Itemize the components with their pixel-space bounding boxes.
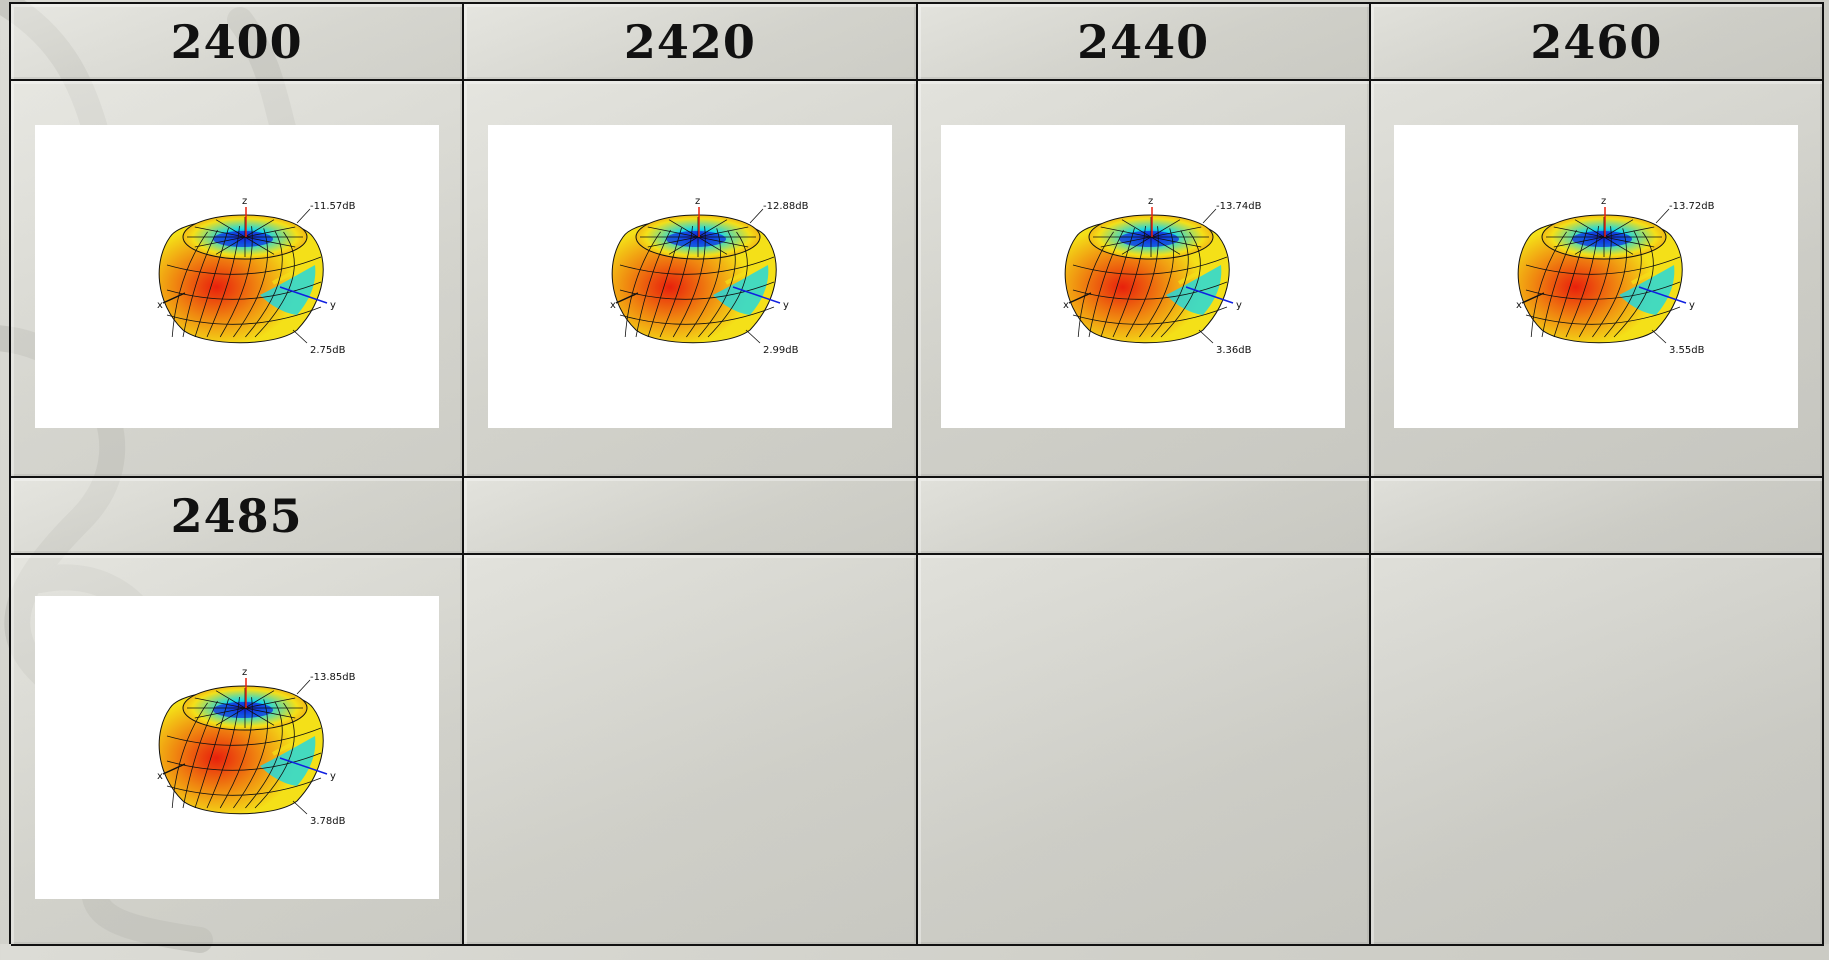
- plot-cell: z y x -12.88dB 2.99dB: [464, 81, 918, 478]
- radiation-pattern-plot: z y x -13.74dB 3.36dB: [941, 125, 1346, 428]
- pattern-svg: z y x -11.57dB 2.75dB: [157, 196, 356, 356]
- header-cell-2400: 2400: [11, 4, 465, 81]
- axis-label-z: z: [242, 196, 247, 207]
- empty-cell: [917, 555, 1371, 946]
- header-label: 2420: [623, 14, 756, 69]
- max-gain-label: -13.72dB: [1669, 201, 1715, 212]
- pattern-svg: z y x -12.88dB 2.99dB: [610, 196, 809, 356]
- empty-cell: [464, 555, 918, 946]
- header-cell-empty: [464, 478, 918, 555]
- min-gain-label: 3.78dB: [310, 816, 346, 827]
- min-gain-label: 2.75dB: [310, 345, 346, 356]
- pattern-svg: z y x -13.85dB 3.78dB: [157, 667, 356, 827]
- empty-cell: [1370, 555, 1824, 946]
- axis-label-y: y: [330, 771, 336, 782]
- pattern-svg: z y x -13.74dB 3.36dB: [1063, 196, 1262, 356]
- header-cell-empty: [917, 478, 1371, 555]
- header-label: 2440: [1077, 14, 1210, 69]
- plot-cell: z y x -11.57dB 2.75dB: [11, 81, 465, 478]
- radiation-pattern-plot: z y x -11.57dB 2.75dB: [34, 125, 439, 428]
- radiation-pattern-plot: z y x -13.72dB 3.55dB: [1394, 125, 1799, 428]
- header-cell-2440: 2440: [917, 4, 1371, 81]
- axis-label-z: z: [1601, 196, 1606, 207]
- header-label: 2400: [170, 14, 303, 69]
- pattern-svg: z y x -13.72dB 3.55dB: [1516, 196, 1715, 356]
- plot-cell: z y x -13.85dB 3.78dB: [11, 555, 465, 946]
- axis-label-x: x: [1516, 300, 1522, 311]
- header-cell-2460: 2460: [1370, 4, 1824, 81]
- pattern-table: 2400 2420 2440 2460 z y x -11.57dB 2.75dB z y…: [9, 2, 1824, 946]
- max-gain-label: -13.85dB: [310, 672, 356, 683]
- radiation-pattern-plot: z y x -13.85dB 3.78dB: [34, 596, 439, 899]
- min-gain-label: 3.55dB: [1669, 345, 1705, 356]
- min-gain-label: 3.36dB: [1216, 345, 1252, 356]
- plot-cell: z y x -13.72dB 3.55dB: [1370, 81, 1824, 478]
- header-cell-2420: 2420: [464, 4, 918, 81]
- radiation-pattern-plot: z y x -12.88dB 2.99dB: [487, 125, 892, 428]
- axis-label-x: x: [157, 300, 163, 311]
- min-gain-label: 2.99dB: [763, 345, 799, 356]
- header-cell-empty: [1370, 478, 1824, 555]
- axis-label-x: x: [1063, 300, 1069, 311]
- axis-label-x: x: [610, 300, 616, 311]
- axis-label-z: z: [695, 196, 700, 207]
- header-cell-2485: 2485: [11, 478, 465, 555]
- axis-label-z: z: [242, 667, 247, 678]
- plot-cell: z y x -13.74dB 3.36dB: [917, 81, 1371, 478]
- max-gain-label: -13.74dB: [1216, 201, 1262, 212]
- axis-label-y: y: [1236, 300, 1242, 311]
- header-label: 2460: [1530, 14, 1663, 69]
- axis-label-y: y: [783, 300, 789, 311]
- axis-label-z: z: [1148, 196, 1153, 207]
- axis-label-y: y: [1689, 300, 1695, 311]
- max-gain-label: -12.88dB: [763, 201, 809, 212]
- axis-label-y: y: [330, 300, 336, 311]
- header-label: 2485: [170, 488, 303, 543]
- axis-label-x: x: [157, 771, 163, 782]
- max-gain-label: -11.57dB: [310, 201, 356, 212]
